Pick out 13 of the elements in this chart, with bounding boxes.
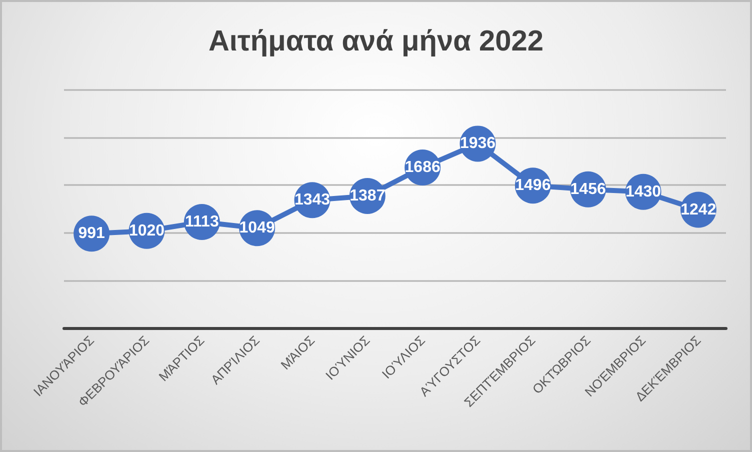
data-label: 1343 [294,192,330,209]
data-label: 1113 [185,214,219,231]
data-label: 1496 [515,177,551,194]
data-label: 1387 [350,187,386,204]
data-label: 1430 [625,183,662,200]
data-label: 1242 [680,201,716,218]
data-label: 1936 [460,135,496,152]
data-label: 991 [78,225,106,242]
data-label: 1456 [570,180,606,198]
chart-title: Αιτήματα ανά μήνα 2022 [208,26,544,58]
data-label: 1686 [404,158,440,176]
data-label: 1049 [239,220,275,237]
data-label: 1020 [128,222,165,240]
